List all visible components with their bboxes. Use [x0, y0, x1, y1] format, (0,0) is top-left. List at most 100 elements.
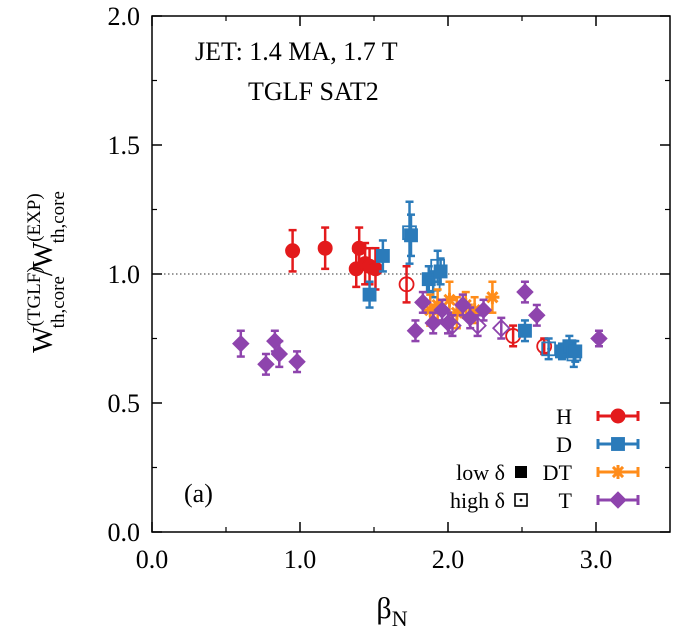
legend-open-square-center: [519, 498, 523, 502]
data-point-T: [474, 298, 493, 322]
legend-high-delta-label: high δ: [450, 488, 505, 513]
legend-item-D: D: [556, 432, 640, 457]
tick-layer: 0.0 1.0 2.0 3.0 0.0 0.5 1.0 1.5 2.0: [108, 2, 670, 574]
data-point-T: [528, 303, 546, 327]
y-axis-label-sub1: th,core: [48, 276, 69, 328]
marker-diamond: [257, 355, 275, 374]
x-tick-label: 2.0: [432, 545, 465, 574]
marker-square: [404, 228, 418, 243]
marker-diamond: [288, 352, 306, 371]
marker-diamond: [528, 306, 546, 325]
marker-circle: [367, 261, 383, 277]
y-tick-label: 2.0: [108, 2, 141, 31]
data-layer: [232, 200, 608, 376]
data-point-D: [404, 213, 418, 258]
legend-label: D: [556, 432, 572, 457]
marker-diamond: [443, 316, 462, 335]
data-point-H: [536, 337, 553, 356]
legend-item-T: T: [559, 488, 640, 513]
marker-diamond: [232, 334, 250, 353]
data-point-H: [505, 324, 522, 348]
data-point-H: [367, 246, 383, 291]
y-axis-label-sup1: (TGLF): [24, 266, 45, 326]
legend-marker-square: [611, 437, 625, 451]
data-point-T: [491, 316, 511, 340]
legend-item-DT: DT: [543, 460, 640, 485]
data-point-T: [270, 339, 289, 369]
data-point-DT: [485, 280, 500, 314]
annotation-line-1: JET: 1.4 MA, 1.7 T: [195, 37, 398, 66]
data-point-T: [454, 293, 472, 317]
data-point-T: [257, 352, 275, 376]
legend-label: T: [559, 488, 573, 513]
marker-diamond: [491, 318, 511, 338]
y-axis-label-sub2: th,core: [48, 191, 69, 243]
legend-item-H: H: [556, 404, 640, 429]
y-tick-label: 1.0: [108, 260, 141, 289]
data-point-T: [406, 319, 425, 343]
data-point-D: [518, 319, 532, 343]
legend-marker-circle: [610, 408, 626, 424]
y-tick-label: 1.5: [108, 131, 141, 160]
marker-diamond: [454, 296, 472, 314]
legend-label: DT: [543, 460, 573, 485]
marker-circle: [536, 338, 553, 355]
marker-square: [568, 344, 583, 359]
marker-diamond: [590, 329, 608, 348]
x-tick-label: 3.0: [580, 545, 613, 574]
marker-square: [375, 249, 390, 263]
y-tick-label: 0.0: [108, 518, 141, 547]
marker-square: [433, 264, 448, 279]
y-axis-label-w2: W: [28, 241, 59, 268]
marker-diamond: [406, 322, 425, 340]
marker-star: [485, 290, 500, 305]
marker-circle: [285, 243, 301, 259]
marker-square: [362, 287, 377, 302]
x-axis-label: βN: [376, 592, 407, 631]
legend-filled-square: [515, 466, 527, 478]
data-point-T: [288, 350, 306, 374]
marker-diamond: [433, 301, 451, 319]
marker-diamond: [414, 293, 432, 312]
series-T: [232, 280, 608, 376]
data-point-H: [398, 265, 415, 304]
y-axis-label: W(TGLF) th,core/W(EXP) th,core: [24, 191, 69, 353]
marker-diamond: [468, 316, 487, 335]
legend-low-delta-label: low δ: [456, 460, 505, 485]
marker-circle: [317, 240, 333, 256]
marker-circle: [398, 276, 415, 293]
x-tick-label: 0.0: [136, 545, 169, 574]
data-point-T: [232, 329, 250, 358]
series-D: [362, 200, 583, 369]
marker-diamond: [270, 345, 289, 363]
y-tick-label: 0.5: [108, 389, 141, 418]
legend-marker-diamond: [609, 491, 627, 509]
data-point-D: [375, 239, 390, 273]
data-point-H: [285, 228, 301, 273]
marker-diamond: [266, 332, 284, 350]
x-axis-label-main: β: [376, 592, 391, 625]
legend-marker-star: [611, 465, 625, 479]
marker-square-center: [547, 347, 551, 351]
data-point-T: [516, 280, 534, 304]
legend-label: H: [556, 404, 572, 429]
data-point-T: [590, 329, 608, 348]
legend-open-square: [514, 493, 528, 507]
y-axis-label-slash: /: [28, 268, 59, 276]
data-point-D: [568, 339, 583, 363]
series-H: [285, 226, 553, 356]
annotation-line-2: TGLF SAT2: [248, 77, 379, 106]
data-point-H: [317, 226, 333, 271]
marker-diamond: [516, 283, 534, 301]
x-tick-label: 1.0: [284, 545, 317, 574]
data-point-T: [468, 314, 487, 338]
data-point-T: [414, 290, 432, 314]
data-point-T: [443, 314, 462, 338]
marker-square-center: [431, 282, 435, 286]
data-point-D: [362, 280, 377, 309]
data-point-D: [433, 257, 448, 286]
panel-label: (a): [184, 479, 213, 508]
marker-square: [518, 323, 532, 338]
marker-diamond: [474, 301, 493, 319]
